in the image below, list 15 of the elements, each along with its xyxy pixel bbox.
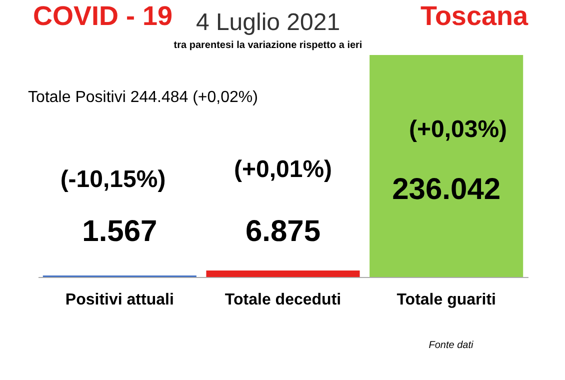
text: COVID - 19 <box>33 1 173 31</box>
x-tick-label: Positivi attuali <box>65 292 174 308</box>
text: Toscana <box>420 1 529 31</box>
data-label: 1.567 <box>82 215 158 248</box>
annotation: Totale Positivi 244.484 (+0,02%) <box>28 89 258 106</box>
source-note: Fonte dati <box>428 340 474 351</box>
annotation: (+0,03%) <box>408 116 508 143</box>
annotation: (+0,01%) <box>234 156 332 183</box>
data-label: 6.875 <box>245 215 321 248</box>
chart-title: 4 Luglio 2021 <box>196 9 340 36</box>
x-tick-label: Totale guariti <box>396 292 496 308</box>
x-tick-label: Totale deceduti <box>224 292 342 308</box>
chart-subtitle: tra parentesi la variazione rispetto a ieri <box>174 40 362 51</box>
annotation: (-10,15%) <box>60 166 166 193</box>
data-label: 236.042 <box>392 173 501 206</box>
